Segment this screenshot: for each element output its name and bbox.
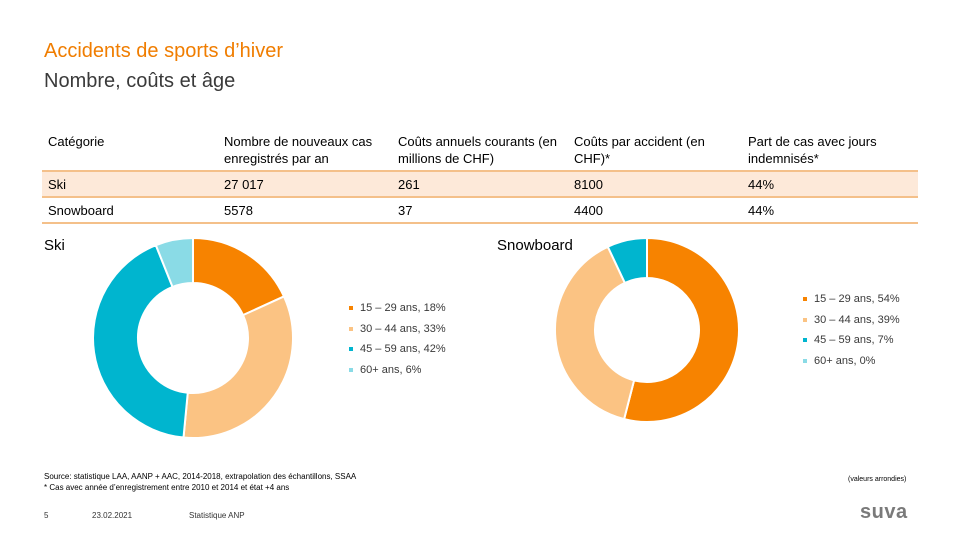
table-row: Ski 27 017 261 8100 44% bbox=[42, 170, 918, 198]
legend-item: 15 – 29 ans, 54% bbox=[803, 289, 900, 310]
source-note: Source: statistique LAA, AANP + AAC, 201… bbox=[44, 471, 356, 493]
rounding-note: (valeurs arrondies) bbox=[848, 476, 907, 483]
legend-item: 45 – 59 ans, 42% bbox=[349, 339, 446, 360]
legend-item: 45 – 59 ans, 7% bbox=[803, 330, 900, 351]
table-row: Snowboard 5578 37 4400 44% bbox=[42, 198, 918, 224]
legend-item: 30 – 44 ans, 33% bbox=[349, 319, 446, 340]
legend-swatch bbox=[349, 326, 353, 331]
legend-swatch bbox=[803, 297, 807, 302]
table-cell: 44% bbox=[748, 202, 775, 218]
stats-table: Catégorie Nombre de nouveaux cas enregis… bbox=[42, 128, 918, 224]
footer-label: Statistique ANP bbox=[189, 511, 245, 520]
legend-label: 45 – 59 ans, 7% bbox=[814, 334, 894, 347]
table-cell: 27 017 bbox=[224, 176, 264, 192]
donut-slice-2 bbox=[554, 245, 636, 421]
ski-legend: 15 – 29 ans, 18% 30 – 44 ans, 33% 45 – 59 … bbox=[349, 298, 446, 380]
legend-label: 60+ ans, 6% bbox=[360, 363, 422, 376]
table-header-cell: Coûts par accident (en CHF)* bbox=[574, 134, 705, 166]
legend-label: 30 – 44 ans, 33% bbox=[360, 322, 446, 335]
page-number: 5 bbox=[44, 511, 49, 520]
legend-item: 60+ ans, 0% bbox=[803, 351, 900, 372]
table-header-cell: Coûts annuels courants (en millions de C… bbox=[398, 134, 557, 166]
legend-label: 30 – 44 ans, 39% bbox=[814, 313, 900, 326]
legend-swatch bbox=[803, 338, 807, 343]
table-cell: 4400 bbox=[574, 202, 603, 218]
legend-label: 45 – 59 ans, 42% bbox=[360, 343, 446, 356]
legend-label: 60+ ans, 0% bbox=[814, 354, 876, 367]
donut-slice-3 bbox=[92, 243, 189, 439]
table-cell: 44% bbox=[748, 176, 775, 192]
table-header-cell: Nombre de nouveaux cas enregistrés par a… bbox=[224, 134, 373, 166]
donut-slice-4 bbox=[154, 236, 194, 289]
snowboard-chart-title: Snowboard bbox=[497, 237, 573, 254]
donut-slice-2 bbox=[182, 295, 294, 439]
legend-swatch bbox=[349, 367, 353, 372]
legend-item: 30 – 44 ans, 39% bbox=[803, 310, 900, 331]
table-header-cell: Catégorie bbox=[48, 134, 105, 149]
table-cell: 37 bbox=[398, 202, 413, 218]
suva-logo: suva bbox=[860, 501, 908, 523]
footnote-text: * Cas avec année d’enregistrement entre … bbox=[44, 483, 290, 492]
table-header-row: Catégorie Nombre de nouveaux cas enregis… bbox=[42, 128, 918, 170]
legend-label: 15 – 29 ans, 54% bbox=[814, 293, 900, 306]
table-header-cell: Part de cas avec jours indemnisés* bbox=[748, 134, 877, 166]
page-subtitle: Nombre, coûts et âge bbox=[44, 70, 236, 92]
legend-swatch bbox=[349, 347, 353, 352]
table-cell: 5578 bbox=[224, 202, 253, 218]
page-title: Accidents de sports d’hiver bbox=[44, 40, 284, 62]
legend-label: 15 – 29 ans, 18% bbox=[360, 302, 446, 315]
source-text: Source: statistique LAA, AANP + AAC, 201… bbox=[44, 472, 357, 481]
ski-chart-title: Ski bbox=[44, 237, 65, 254]
legend-swatch bbox=[803, 317, 807, 322]
legend-swatch bbox=[803, 358, 807, 363]
table-cell: Ski bbox=[48, 176, 67, 192]
table-cell: 8100 bbox=[574, 176, 603, 192]
snowboard-legend: 15 – 29 ans, 54% 30 – 44 ans, 39% 45 – 59 … bbox=[803, 289, 900, 371]
legend-item: 15 – 29 ans, 18% bbox=[349, 298, 446, 319]
table-cell: Snowboard bbox=[48, 202, 114, 218]
donut-slice-3 bbox=[606, 236, 648, 285]
table-cell: 261 bbox=[398, 176, 420, 192]
legend-swatch bbox=[349, 306, 353, 311]
donut-slice-1 bbox=[622, 236, 740, 423]
legend-item: 60+ ans, 6% bbox=[349, 360, 446, 381]
footer-date: 23.02.2021 bbox=[92, 511, 133, 520]
